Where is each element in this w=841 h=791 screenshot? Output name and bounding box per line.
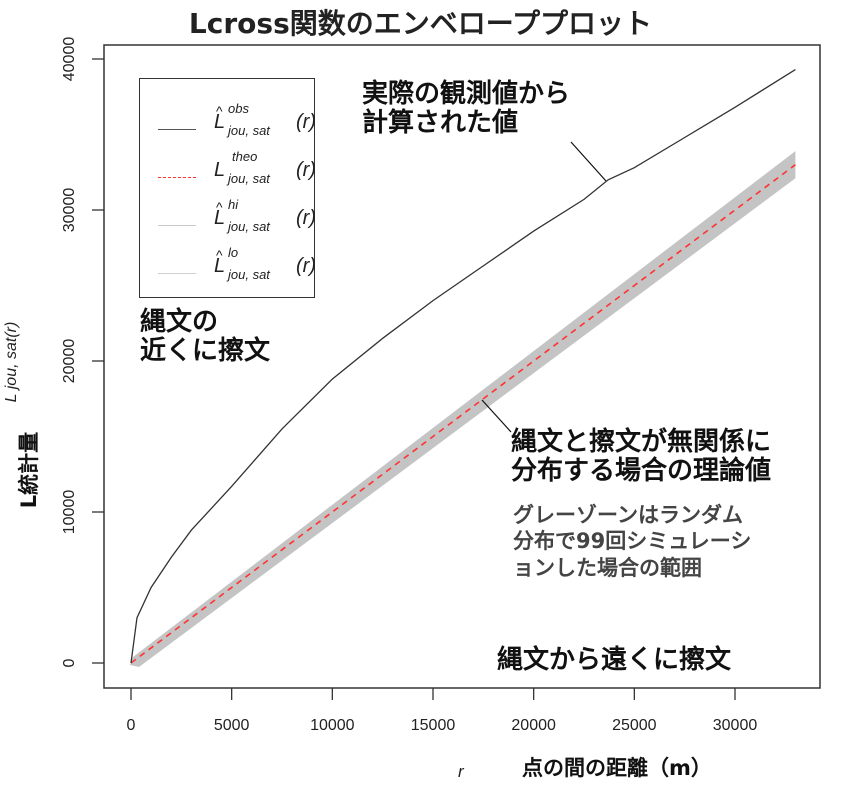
legend-subscript: jou, sat [228, 171, 270, 186]
x-axis: 0 5000 10000 15000 20000 25000 30000 [127, 688, 758, 734]
envelope-band [130, 151, 796, 668]
legend-superscript: lo [228, 245, 239, 260]
legend-argument: (r) [296, 207, 316, 229]
y-axis-label-jp: L統計量 [17, 431, 41, 509]
observed-leader-line [570, 141, 607, 182]
hat-symbol: ^ [216, 247, 223, 263]
legend-swatch-lo [158, 273, 196, 274]
y-tick-label: 20000 [61, 339, 78, 384]
legend-argument: (r) [296, 255, 316, 277]
hat-symbol: ^ [216, 199, 223, 215]
plot-frame [103, 44, 821, 689]
near-annotation: 縄文の 近くに擦文 [140, 307, 271, 367]
x-tick-label: 0 [127, 717, 136, 734]
x-tick-label: 10000 [310, 717, 355, 734]
observed-line [130, 69, 796, 664]
theoretical-leader-line [481, 399, 512, 433]
x-tick-label: 5000 [214, 717, 250, 734]
legend-subscript: jou, sat [228, 267, 270, 282]
legend-subscript: jou, sat [228, 123, 270, 138]
legend-superscript: obs [228, 101, 249, 116]
legend-symbol: L [214, 111, 226, 133]
legend-item-theo: L theo jou, sat (r) [140, 149, 316, 197]
legend-symbol: L [214, 159, 226, 181]
x-tick-label: 25000 [612, 717, 657, 734]
theoretical-annotation: 縄文と擦文が無関係に 分布する場合の理論値 [511, 427, 772, 487]
observed-annotation: 実際の観測値から 計算された値 [362, 79, 571, 139]
y-tick-label: 0 [61, 658, 78, 667]
hat-symbol: ^ [216, 103, 223, 119]
legend-argument: (r) [296, 159, 316, 181]
legend-item-obs: ^ L obs jou, sat (r) [140, 101, 316, 149]
legend-superscript: theo [232, 149, 258, 164]
legend-swatch-hi [158, 225, 196, 226]
x-tick-label: 20000 [511, 717, 556, 734]
y-tick-label: 40000 [61, 37, 78, 82]
legend-swatch-obs [158, 129, 196, 130]
y-tick-label: 10000 [61, 490, 78, 535]
x-tick-label: 15000 [411, 717, 456, 734]
legend-superscript: hi [228, 197, 239, 212]
chart-title: Lcross関数のエンベローププロット [188, 7, 653, 40]
y-axis-label-math: L jou, sat(r) [3, 321, 20, 403]
legend-swatch-theo [158, 177, 196, 178]
envelope-annotation: グレーゾーンはランダム 分布で99回シミュレーシ ョンした場合の範囲 [513, 503, 752, 580]
y-tick-label: 30000 [61, 188, 78, 233]
legend-symbol: L [214, 207, 226, 229]
legend-symbol: L [214, 255, 226, 277]
x-axis-label-jp: 点の間の距離（m） [522, 756, 712, 780]
legend-item-hi: ^ L hi jou, sat (r) [140, 197, 316, 245]
legend: ^ L obs jou, sat (r) L theo jou, sat (r)… [139, 78, 316, 298]
legend-subscript: jou, sat [228, 219, 270, 234]
far-annotation: 縄文から遠くに擦文 [497, 645, 732, 675]
legend-item-lo: ^ L lo jou, sat (r) [140, 245, 316, 293]
y-axis: 0 10000 20000 30000 40000 [61, 37, 104, 667]
x-axis-label-math: r [458, 762, 464, 781]
x-tick-label: 30000 [713, 717, 758, 734]
legend-argument: (r) [296, 111, 316, 133]
